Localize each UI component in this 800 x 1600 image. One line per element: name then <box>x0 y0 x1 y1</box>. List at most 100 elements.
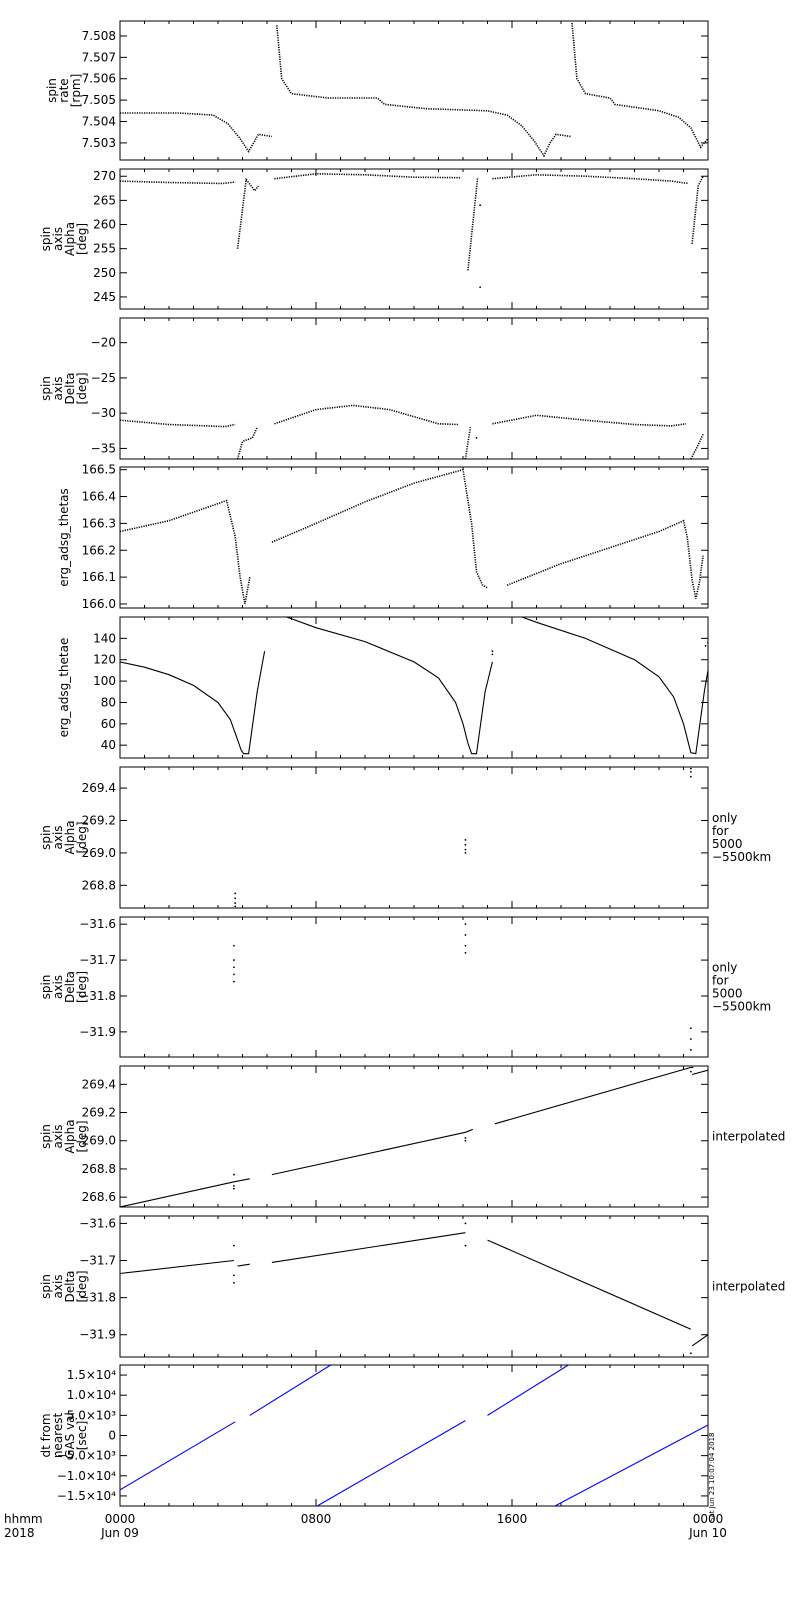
panel-dt-from-nearest: −1.5×10⁴ −1.0×10⁴ −5.0×10³ 0 5.0×10³ 1.0×10⁴ 1… <box>39 1364 709 1507</box>
series-line <box>691 1069 708 1076</box>
data-point <box>464 839 467 841</box>
panel-frame <box>119 1065 709 1208</box>
y-tick-label: 166.3 <box>82 516 116 530</box>
y-tick-label: −31.6 <box>79 1216 116 1230</box>
y-axis-label: [rpm] <box>69 74 83 108</box>
x-tick-label: 1600 <box>497 1512 528 1526</box>
y-axis-label: dt from <box>39 1413 53 1457</box>
y-axis-label: [deg] <box>75 223 89 255</box>
data-point <box>464 951 467 954</box>
series-line <box>554 1424 708 1506</box>
data-point <box>689 775 692 778</box>
series-line <box>237 1263 250 1267</box>
y-tick-label: 1.0×10⁴ <box>67 1388 116 1402</box>
side-note: 5000 <box>712 987 743 1001</box>
generation-stamp: Sat Jun 23 10:07:04 2018 <box>708 1433 716 1522</box>
y-tick-label: −31.7 <box>79 953 116 967</box>
data-point <box>464 848 467 851</box>
panel-frame <box>119 168 709 310</box>
series-line <box>120 419 236 428</box>
y-tick-label: −31.6 <box>79 917 116 931</box>
y-tick-label: 60 <box>101 717 116 731</box>
data-point <box>479 204 482 207</box>
y-tick-label: −31.7 <box>79 1254 116 1268</box>
y-axis-label: erg_adsg_thetae <box>57 638 71 738</box>
y-tick-label: 269.0 <box>82 1134 116 1148</box>
series-line <box>571 23 708 149</box>
y-tick-label: 260 <box>93 218 116 232</box>
y-axis-label: spin <box>39 227 53 252</box>
y-tick-label: −35 <box>91 441 116 455</box>
y-tick-label: 166.5 <box>82 463 116 477</box>
series-line <box>492 414 687 427</box>
series-line <box>487 1239 692 1330</box>
data-point <box>491 650 494 653</box>
y-axis-label: Alpha <box>63 1119 77 1153</box>
plot-area <box>120 1365 708 1506</box>
y-tick-label: 100 <box>93 674 116 688</box>
side-note: for <box>712 974 729 988</box>
y-axis-label: Delta <box>63 372 77 404</box>
y-tick-label: 80 <box>101 695 116 709</box>
series-line <box>286 617 493 755</box>
panel-erg-adsg-thetae: 40 60 80 100 120 140 erg_adsg_thetae <box>57 616 709 759</box>
y-tick-label: −31.8 <box>79 989 116 1003</box>
data-point <box>707 641 708 644</box>
y-tick-label: 245 <box>93 290 116 304</box>
panel-erg-adsg-thetas: 166.0 166.1 166.2 166.3 166.4 166.5 erg_adsg_t… <box>57 463 709 611</box>
y-axis-label: spin <box>39 825 53 850</box>
y-tick-label: 166.2 <box>82 543 116 557</box>
data-point <box>464 923 467 926</box>
plot-area <box>120 327 708 459</box>
panel-frame <box>119 317 709 460</box>
data-point <box>234 892 237 895</box>
y-axis-label: [deg] <box>75 971 89 1003</box>
y-tick-label: 7.505 <box>82 93 116 107</box>
data-point <box>689 1027 692 1030</box>
y-axis-label: spin <box>45 78 59 103</box>
y-tick-label: 166.1 <box>82 570 116 584</box>
data-point <box>479 286 482 289</box>
data-point <box>464 1244 467 1247</box>
data-point <box>689 1048 692 1051</box>
y-axis-label: spin <box>39 376 53 401</box>
series-line <box>691 175 704 244</box>
data-point <box>233 1281 235 1284</box>
y-tick-label: 269.2 <box>82 1106 116 1120</box>
y-axis-label: [deg] <box>75 373 89 405</box>
data-point <box>233 966 235 969</box>
side-note: −5500km <box>712 1000 771 1014</box>
y-axis-label: [deg] <box>75 822 89 854</box>
data-point <box>689 1070 692 1073</box>
series-line <box>271 468 488 589</box>
y-axis-label: rate <box>57 78 71 102</box>
data-point <box>464 934 467 936</box>
series-line <box>236 426 258 459</box>
plot-area <box>120 617 708 755</box>
data-point <box>234 902 237 905</box>
y-tick-label: −5.0×10³ <box>57 1449 116 1463</box>
y-axis-label: axis <box>51 376 65 400</box>
y-tick-label: −25 <box>91 371 116 385</box>
data-point <box>233 944 235 947</box>
x-axis-label-hhmm: hhmm <box>4 1512 43 1526</box>
y-tick-label: 268.6 <box>82 1190 116 1204</box>
series-line <box>120 1259 234 1275</box>
side-note: −5500km <box>712 850 771 864</box>
series-line <box>521 617 708 755</box>
series-line <box>467 177 479 271</box>
y-axis-label: axis <box>51 975 65 999</box>
y-tick-label: 7.508 <box>82 29 116 43</box>
y-axis-label: Alpha <box>63 820 77 854</box>
series-line <box>316 1420 466 1506</box>
data-point <box>233 973 235 976</box>
y-axis-label: [sec] <box>75 1421 89 1451</box>
side-note: only <box>712 811 737 825</box>
data-point <box>689 767 692 770</box>
data-point <box>689 770 692 773</box>
panel-spin-rate: 7.503 7.504 7.505 7.506 7.507 7.508 spinrate[r… <box>45 20 709 161</box>
y-tick-label: 166.4 <box>82 490 116 504</box>
data-point <box>233 1184 235 1187</box>
plot-area <box>120 468 704 605</box>
